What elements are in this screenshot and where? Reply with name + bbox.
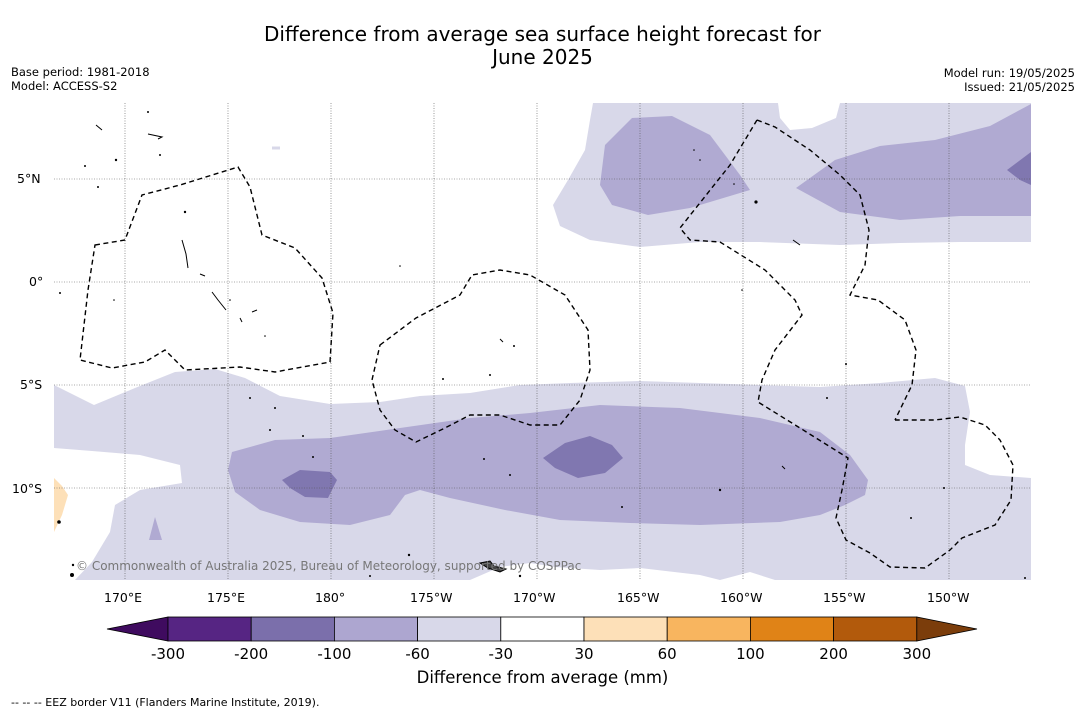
colorbar-tick-label: -300 [150,645,186,663]
lon-label-155w: 155°W [823,590,866,605]
colorbar-segment [583,616,668,642]
chart-title-line1: Difference from average sea surface heig… [263,22,822,46]
colorbar-segment [666,616,751,642]
model-name: Model: ACCESS-S2 [11,79,118,93]
lon-label-175e: 175°E [207,590,246,605]
colorbar [106,616,978,642]
white-gap-southwest [54,448,182,580]
lon-label-180: 180° [315,590,346,605]
colorbar-tick-label: -60 [405,645,430,663]
lon-label-170w: 170°W [513,590,556,605]
lon-label-165w: 165°W [617,590,660,605]
eez-borders [79,119,1014,569]
colorbar-segment [333,616,418,642]
colorbar-segment [750,616,835,642]
anomaly-region-mid-south-spike [149,517,162,540]
colorbar-segment [500,616,585,642]
anomaly-region-mid-north-west [600,116,750,215]
colorbar-tick-label: 300 [902,645,932,663]
lat-label-5n: 5°N [17,171,41,186]
eez-footnote: -- -- -- EEZ border V11 (Flanders Marine… [11,696,320,709]
sea-level-map [54,103,1031,580]
meta-left: Base period: 1981-2018 Model: ACCESS-S2 [11,65,150,93]
lat-label-0: 0° [29,274,44,289]
colorbar-tick-label: -100 [317,645,352,663]
chart-title-line2: June 2025 [492,45,593,69]
anomaly-region-mid-south [228,405,868,525]
island-samoa [478,560,508,573]
model-run: Model run: 19/05/2025 [943,66,1075,80]
colorbar-tick-label: -30 [488,645,514,663]
lon-label-150w: 150°W [927,590,970,605]
white-gap-south [470,563,720,580]
islands [95,124,801,470]
colorbar-tick-label: 30 [574,645,594,663]
colorbar-segment [167,616,252,642]
colorbar-segment [833,616,918,642]
copyright-notice: © Commonwealth of Australia 2025, Bureau… [76,559,582,573]
lon-label-175w: 175°W [410,590,453,605]
colorbar-tick-label: 200 [819,645,848,663]
meta-right: Model run: 19/05/2025 Issued: 21/05/2025 [944,66,1075,94]
lon-label-170e: 170°E [104,590,143,605]
white-gap-south-east [720,572,775,580]
issued-date: Issued: 21/05/2025 [964,80,1075,94]
map-canvas [54,103,1031,580]
colorbar-extend-low [106,616,169,642]
anomaly-region-orange-positive [54,478,68,532]
colorbar-label: Difference from average (mm) [416,668,669,687]
anomaly-region-dark-south-west [282,470,337,498]
colorbar-tick-label: 100 [736,645,765,663]
colorbar-tick-label: 60 [657,645,677,663]
white-gap-north [778,103,840,130]
colorbar-tick-label: -200 [234,645,269,663]
base-period: Base period: 1981-2018 [11,65,150,79]
colorbar-segment [417,616,502,642]
anomaly-region-dark-south-central [543,436,623,478]
lat-label-5s: 5°S [20,377,43,392]
colorbar-segment [250,616,335,642]
lat-label-10s: 10°S [12,481,43,496]
anomaly-region-dark-north-east [1007,152,1031,185]
lon-label-160w: 160°W [720,590,763,605]
anomaly-region-mid-north-east [796,104,1031,220]
island-dots [57,111,1026,579]
colorbar-extend-high [916,616,978,642]
graticule [54,103,1031,580]
